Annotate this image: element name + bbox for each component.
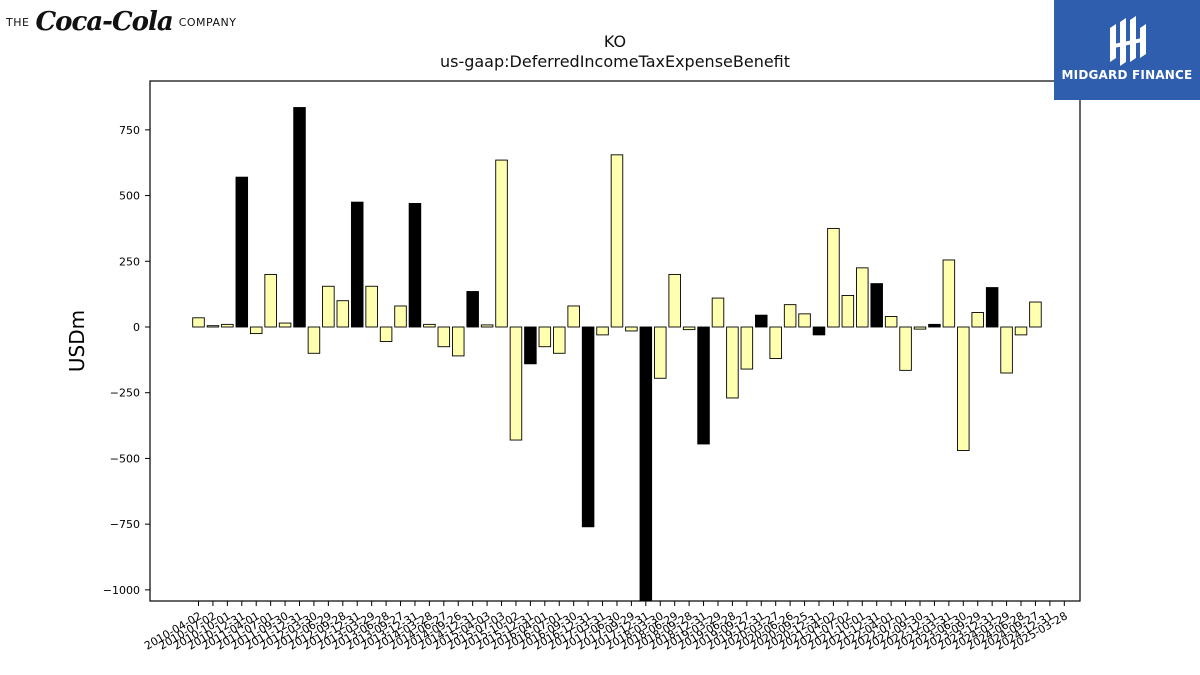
bar-2018-09-28 [682,326,696,331]
bar-2011-04-01 [249,326,263,335]
y-tick-label: 750 [119,124,140,137]
bar-2021-04-02 [827,227,840,328]
y-axis-label: USDm [65,310,89,372]
bar-2013-03-29 [365,285,378,328]
bar-2024-03-29 [1000,326,1013,374]
bar-2023-03-31 [942,259,956,328]
bar-2023-12-31 [985,287,999,328]
company-logo: THE Coca-Cola COMPANY [6,4,236,40]
bar-2019-03-29 [711,297,725,328]
y-tick-label: −1000 [103,584,140,597]
brand-name: MIDGARD FINANCE [1061,68,1193,82]
bar-2017-03-31 [596,326,609,336]
bar-2024-09-27 [1029,301,1042,328]
y-tick-label: 250 [119,255,140,268]
y-tick-label: −750 [110,518,140,531]
bar-2019-09-27 [740,326,754,370]
chart-subtitle: us-gaap:DeferredIncomeTaxExpenseBenefit [439,52,791,71]
logo-the-text: THE [6,15,30,29]
bar-2017-06-30 [610,154,624,328]
bar-2013-06-28 [379,326,393,342]
bar-2021-07-02 [841,295,855,328]
bar-2020-12-31 [812,326,826,336]
plot-frame [149,80,1081,602]
bar-2020-06-26 [783,304,797,328]
bar-2022-07-01 [899,326,912,371]
bar-2013-09-27 [394,305,407,328]
bar-2020-09-25 [798,313,811,328]
logo-company-text: COMPANY [178,15,237,29]
bar-2014-03-28 [423,323,436,328]
y-tick-label: −250 [110,387,140,400]
brand-badge: MIDGARD FINANCE [1054,0,1200,100]
bar-2016-07-01 [553,326,566,354]
bar-2023-06-30 [957,326,970,451]
bar-2022-12-31 [928,323,941,328]
logo-script-text: Coca-Cola [35,7,173,37]
bar-2019-06-28 [726,326,739,399]
bar-2019-12-31 [755,314,768,328]
bar-2015-10-02 [509,326,523,441]
bar-2018-03-30 [654,326,667,379]
bar-2014-06-27 [437,326,451,348]
bar-2016-04-01 [538,326,552,348]
y-tick-label: −500 [110,452,140,465]
bar-2015-07-03 [495,159,508,328]
bar-2011-12-31 [293,107,306,328]
bar-2022-09-30 [913,326,927,330]
bar-2015-12-31 [524,326,537,365]
bar-2016-09-30 [567,305,580,328]
bar-2021-12-31 [870,283,883,328]
bar-2014-09-26 [451,326,465,357]
y-tick-label: 500 [119,190,140,203]
bar-2018-12-31 [697,326,710,445]
bar-2021-10-01 [856,267,869,328]
bar-2023-09-29 [971,312,984,328]
bar-2012-12-31 [350,201,364,328]
bar-2013-12-31 [408,203,422,328]
bar-2011-09-30 [278,322,292,328]
bar-2011-07-01 [264,273,277,328]
bar-2014-12-31 [466,291,479,328]
brand-mark-icon [1110,16,1146,66]
bar-2015-04-03 [480,324,494,328]
chart-title: KO [603,32,627,51]
bar-2012-09-28 [336,300,350,328]
bar-2010-12-31 [235,176,249,328]
bar-2010-04-02 [192,317,205,328]
bar-2020-03-27 [769,326,782,359]
bar-2022-04-01 [884,316,898,328]
bar-2016-12-31 [581,326,595,528]
bar-2010-07-02 [206,325,220,328]
bar-2012-06-29 [322,285,335,328]
bar-2017-09-29 [625,326,638,332]
bar-2024-06-28 [1014,326,1028,336]
bar-2010-10-01 [221,323,234,328]
y-tick-label: 0 [133,321,140,334]
bar-2018-06-29 [668,273,681,328]
bar-2012-03-30 [307,326,321,354]
bar-2017-12-31 [639,326,653,601]
